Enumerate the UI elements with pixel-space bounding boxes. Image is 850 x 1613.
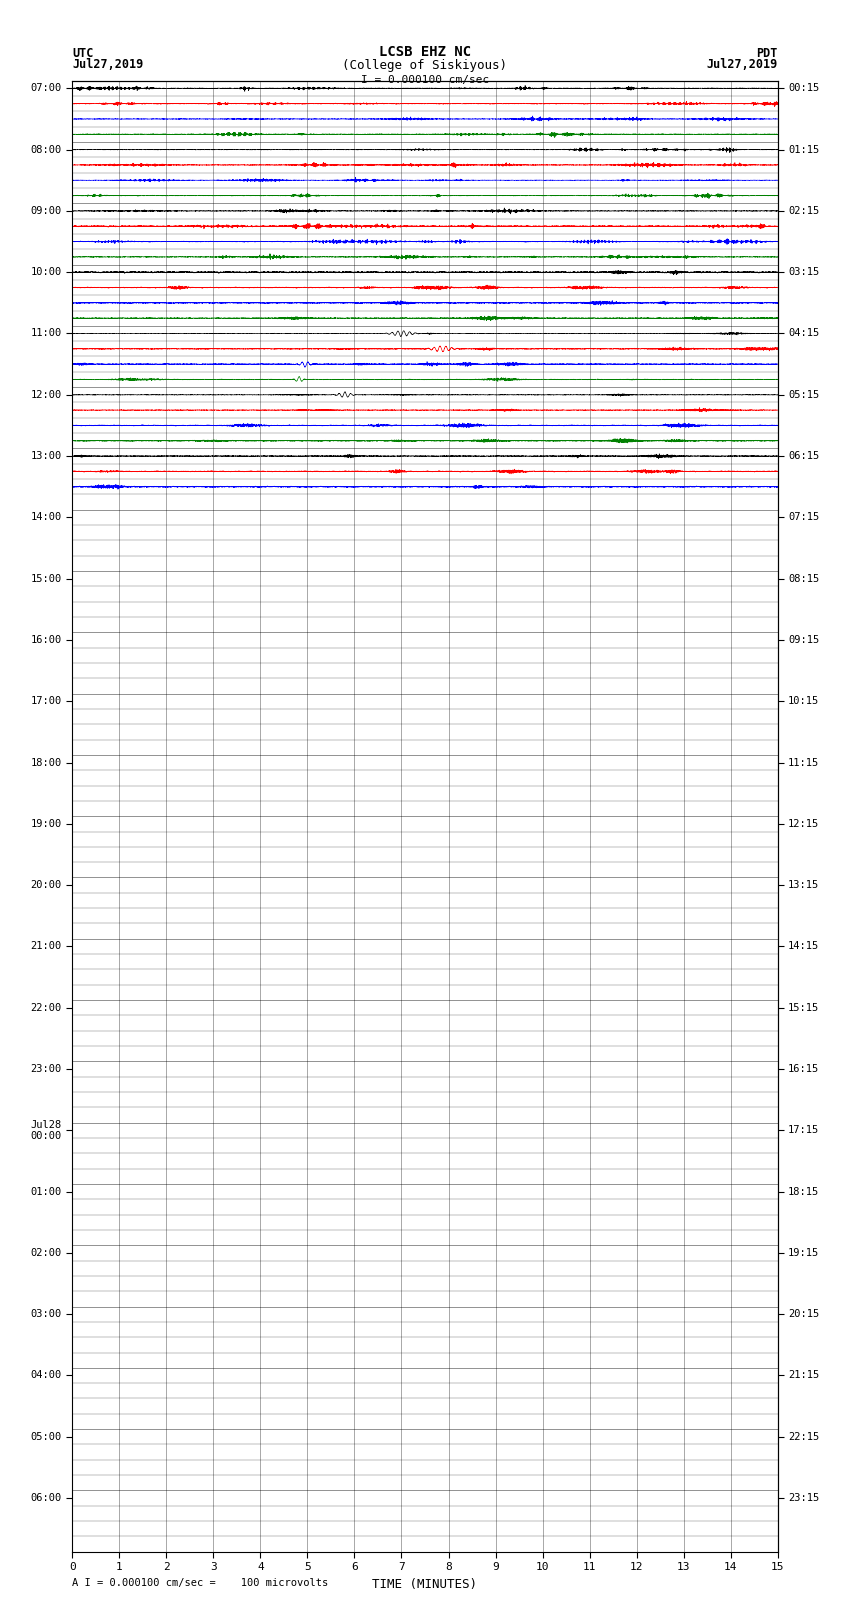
Text: A I = 0.000100 cm/sec =    100 microvolts: A I = 0.000100 cm/sec = 100 microvolts — [72, 1578, 328, 1587]
Text: UTC: UTC — [72, 47, 94, 60]
X-axis label: TIME (MINUTES): TIME (MINUTES) — [372, 1578, 478, 1590]
Text: Jul27,2019: Jul27,2019 — [72, 58, 144, 71]
Text: (College of Siskiyous): (College of Siskiyous) — [343, 58, 507, 71]
Text: Jul27,2019: Jul27,2019 — [706, 58, 778, 71]
Text: LCSB EHZ NC: LCSB EHZ NC — [379, 45, 471, 58]
Text: PDT: PDT — [756, 47, 778, 60]
Text: I = 0.000100 cm/sec: I = 0.000100 cm/sec — [361, 74, 489, 84]
